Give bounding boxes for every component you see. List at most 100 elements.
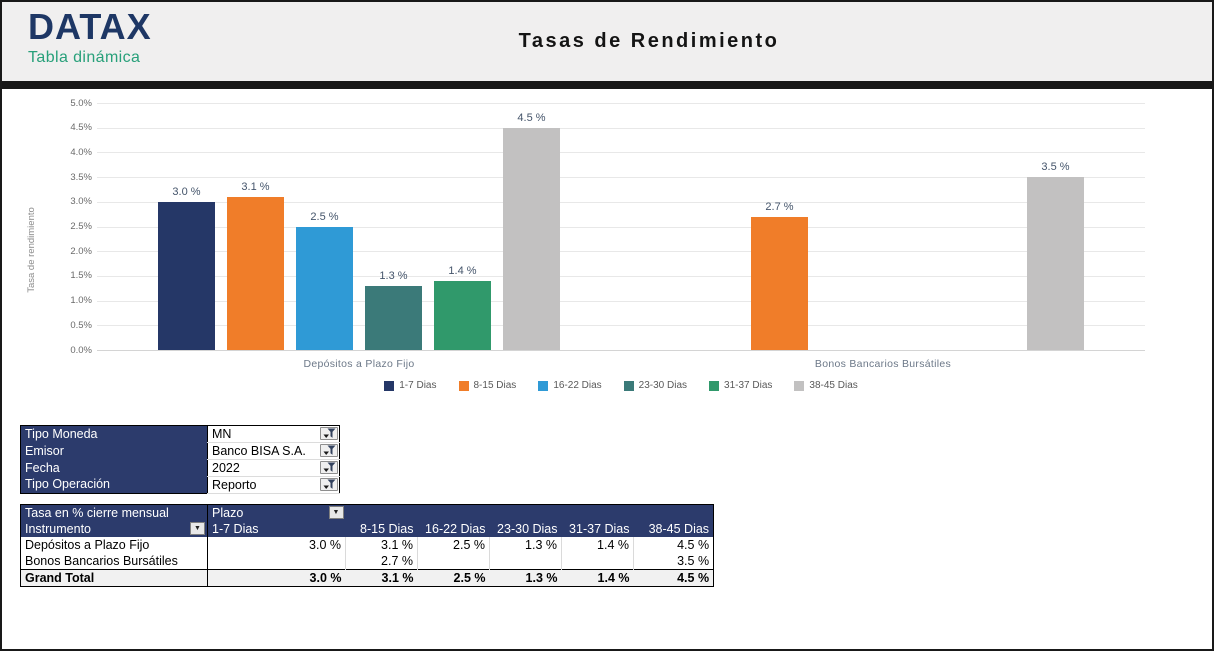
pivot-header-row-1: Tasa en % cierre mensual Plazo ▼ [20,504,714,521]
pivot-grand-total-row: Grand Total 3.0 % 3.1 % 2.5 % 1.3 % 1.4 … [20,569,714,587]
logo-subtitle: Tabla dinámica [28,49,141,66]
y-axis-tick-label: 2.5% [70,221,92,232]
filter-table: Tipo Moneda MN Emisor Banco BISA S.A. [20,425,340,494]
category-group: 3.0 % 3.1 % 2.5 % 1.3 % 1.4 % 4.5 % [97,103,621,350]
bar-slot: 1.3 % [365,270,422,350]
y-axis-tick-label: 3.0% [70,196,92,208]
funnel-icon [323,428,335,438]
legend-swatch-icon [538,380,549,391]
plot-area: 3.0 % 3.1 % 2.5 % 1.3 % 1.4 % 4.5 % 2.7 % 3.5 % [97,103,1145,351]
filter-value: MN [212,426,232,441]
legend-label: 16-22 Dias [553,380,602,391]
pivot-value-cell [489,553,562,570]
filter-dropdown-button[interactable] [320,461,338,474]
pivot-col-header: 38-45 Dias [633,521,714,537]
category-group: 2.7 % 3.5 % [621,103,1145,350]
bar-data-label: 2.7 % [765,200,794,213]
instrumento-field-dropdown-button[interactable]: ▼ [190,522,205,535]
y-axis-tick-label: 1.0% [70,295,92,307]
bar-slot: 2.5 % [296,211,353,350]
legend-item: 31-37 Dias [709,380,772,391]
legend-swatch-icon [458,380,469,391]
bar-slot: 2.7 % [751,201,808,350]
bar-slot: 3.5 % [1027,161,1084,350]
bar-data-label: 3.0 % [172,185,201,198]
grand-total-cell: 3.1 % [345,569,418,587]
gridline [97,275,1145,277]
filter-dropdown-button[interactable] [320,444,338,457]
bar-slot: 3.0 % [158,186,215,350]
bar-data-label: 3.1 % [241,180,270,193]
filter-value: Reporto [212,477,257,492]
grand-total-cell: 1.3 % [489,569,562,587]
category-axis: Depósitos a Plazo Fijo Bonos Bancarios Bu… [97,358,1145,370]
pivot-value-cell [417,553,490,570]
legend-swatch-icon [794,380,805,391]
y-axis-tick-label: 4.5% [70,122,92,134]
legend-label: 8-15 Dias [473,380,517,391]
bar-38-45 Dias [1027,177,1084,350]
pivot-value-cell: 1.4 % [561,537,634,553]
pivot-col-header: 8-15 Dias [345,521,418,537]
legend-item: 1-7 Dias [384,380,437,391]
legend-item: 23-30 Dias [623,380,688,391]
grand-total-cell: 3.0 % [207,569,346,587]
bar-8-15 Dias [227,196,284,350]
app-header: DATAX Tabla dinámica Tasas de Rendimient… [2,2,1212,81]
pivot-data-row: Depósitos a Plazo Fijo 3.0 % 3.1 % 2.5 %… [20,537,714,553]
pivot-value-cell [207,553,346,570]
legend-swatch-icon [623,380,634,391]
legend-label: 23-30 Dias [638,380,688,391]
funnel-icon [323,479,335,489]
grand-total-cell: 4.5 % [633,569,714,587]
filter-value: Banco BISA S.A. [212,443,306,458]
logo: DATAX Tabla dinámica [28,6,152,67]
plazo-field-dropdown-button[interactable]: ▼ [328,506,344,519]
gridline [97,177,1145,179]
legend-label: 38-45 Dias [809,380,858,391]
y-axis-tick-label: 1.5% [70,270,92,282]
gridline [97,300,1145,302]
bar-data-label: 1.3 % [379,269,408,282]
y-axis-tick-label: 3.5% [70,171,92,183]
y-axis-tick-label: 0.5% [70,319,92,331]
pivot-value-cell: 2.7 % [345,553,418,570]
pivot-measure-cell: Tasa en % cierre mensual [20,504,208,521]
filter-row-emisor: Emisor Banco BISA S.A. [20,442,340,460]
gridline [97,325,1145,327]
header-separator [2,81,1212,89]
y-axis-tick-label: 5.0% [70,97,92,109]
bar-slot: 1.4 % [434,265,491,350]
pivot-value-cell: 3.0 % [207,537,346,553]
pivot-data-row: Bonos Bancarios Bursátiles 2.7 % 3.5 % [20,553,714,570]
bar-23-30 Dias [365,285,422,350]
filter-dropdown-button[interactable] [320,478,338,491]
pivot-row-label: Bonos Bancarios Bursátiles [20,553,208,570]
pivot-col-header: 31-37 Dias [561,521,634,537]
filter-row-tipo-operacion: Tipo Operación Reporto [20,476,340,494]
gridline [97,226,1145,228]
pivot-value-cell: 3.1 % [345,537,418,553]
pivot-value-cell [561,553,634,570]
pivot-value-cell: 2.5 % [417,537,490,553]
bar-chart: Tasa de rendimiento 3.0 % 3.1 % 2.5 % 1.3 %… [2,89,1212,414]
pivot-value-cell: 4.5 % [677,537,710,552]
bar-38-45 Dias [503,127,560,350]
bar-31-37 Dias [434,280,491,350]
category-axis-label: Depósitos a Plazo Fijo [303,358,415,370]
bar-8-15 Dias [751,216,808,350]
pivot-col-header: 16-22 Dias [417,521,490,537]
y-axis-title: Tasa de rendimiento [26,207,37,293]
gridline [97,350,1145,351]
pivot-value-cell: 1.3 % [489,537,562,553]
y-axis-tick-label: 4.0% [70,146,92,158]
filter-row-fecha: Fecha 2022 [20,459,340,477]
bar-slot: 3.1 % [227,181,284,350]
gridline [97,152,1145,154]
filter-dropdown-button[interactable] [320,427,338,440]
gridline [97,201,1145,203]
pivot-col-header: 1-7 Dias [207,521,346,537]
pivot-value-cell: 3.5 % [677,553,710,568]
y-axis-tick-label: 0.0% [70,344,92,356]
filter-label: Tipo Operación [20,476,208,494]
